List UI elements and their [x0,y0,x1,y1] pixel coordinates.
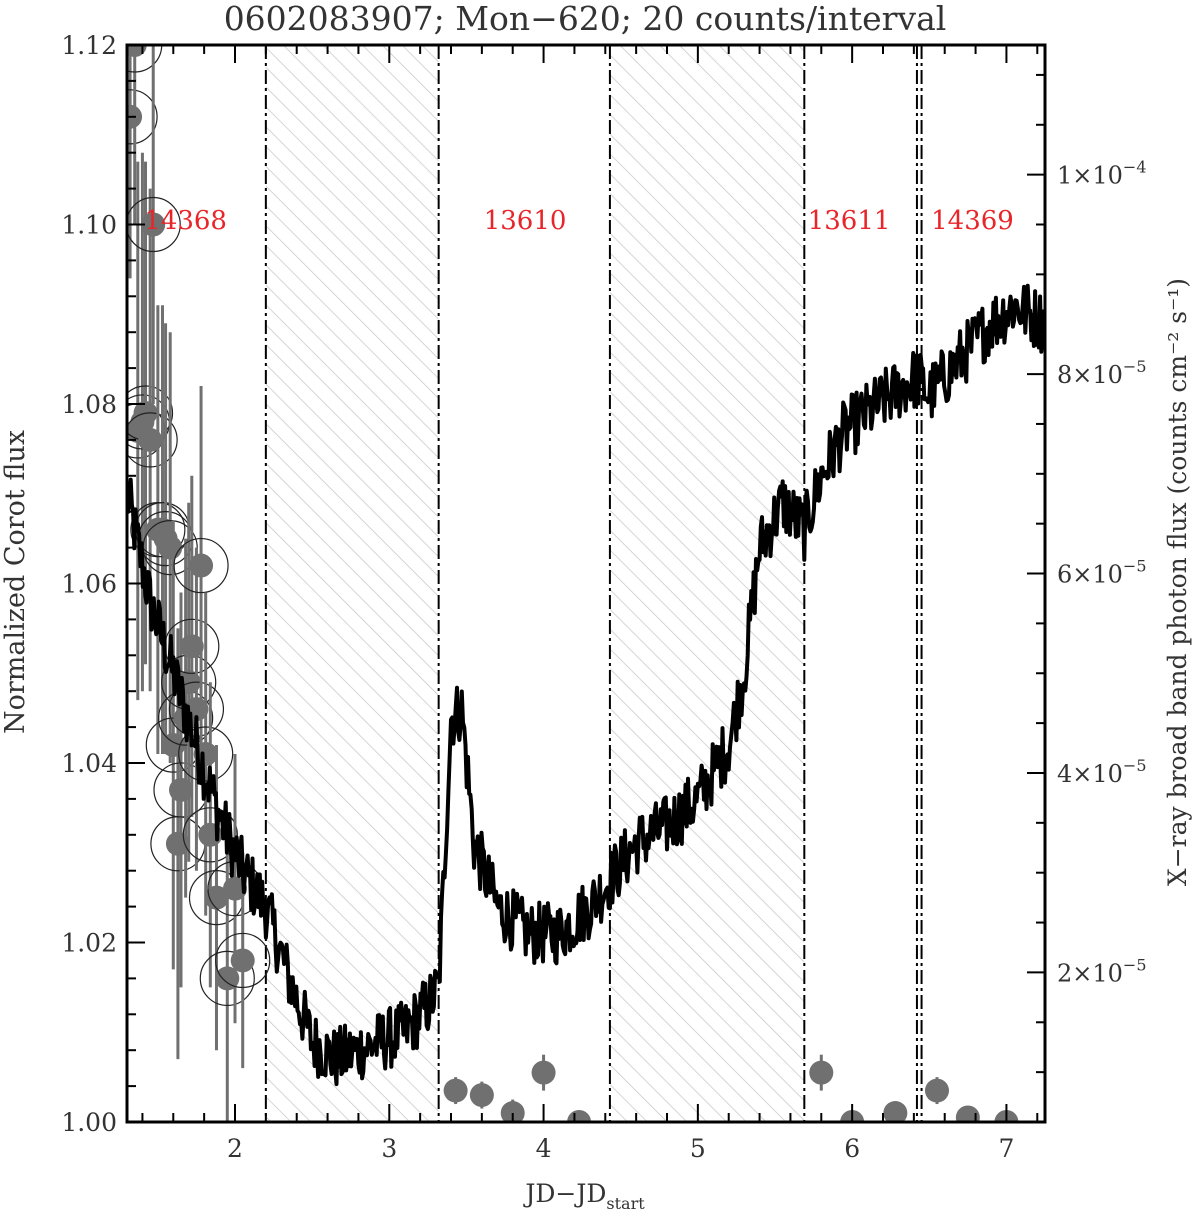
y-tick-label-right: 4×10−5 [1057,756,1147,788]
xray-open-circle [199,950,255,1007]
xray-dot [531,1060,556,1085]
y-tick-label-left: 1.00 [61,1108,117,1137]
xray-dot [230,948,255,973]
xray-open-circle [182,807,238,863]
xray-dot [925,1078,949,1103]
xray-dot [500,1101,525,1122]
xray-open-circle [215,932,271,989]
xray-open-circle [173,537,229,594]
axis-ticks: 2 3 4 5 6 7 1.00 1.02 1.04 1.06 1.08 1.10 1.12 2×10−5… [61,31,1146,1163]
y-tick-label-right: 8×10−5 [1057,357,1147,389]
xray-open-circle [127,196,181,253]
y-tick-label-right: 6×10−5 [1057,557,1147,589]
xray-dot [204,885,229,910]
xray-dot [809,1060,834,1085]
y-tick-label-right: 1×10−4 [1057,158,1147,190]
xray-dot [189,553,214,578]
y-tick-label-right: 2×10−5 [1057,955,1147,987]
plot-frame [125,43,1047,1124]
xray-point [443,1077,468,1105]
xray-point [955,1105,980,1122]
xray-point [883,1101,908,1122]
hatched-gap [265,45,439,1122]
xray-point [925,1077,949,1105]
x-tick-label: 6 [844,1134,860,1163]
xray-point [567,1110,592,1122]
x-axis-label: JD−JDstart [522,1179,645,1210]
y-tick-label-left: 1.12 [61,31,117,60]
hatched-gap [609,45,805,1122]
xray-open-circle [127,89,158,145]
xray-dot [158,535,183,560]
xray-dot [443,1078,468,1103]
xray-point [531,1054,556,1091]
y-tick-label-left: 1.10 [61,211,117,240]
y-tick-label-left: 1.04 [61,749,117,778]
x-tick-label: 3 [381,1134,397,1163]
obsid-labels: 14368 13610 13611 14369 [144,206,1014,236]
observation-boundaries [264,45,923,1122]
x-tick-label: 7 [998,1134,1014,1163]
y-axis-label-right: X−ray broad band photon flux (counts cm⁻… [1163,278,1192,886]
xray-dot [215,966,240,991]
xray-dot [223,876,247,901]
obsid-label: 14369 [931,206,1014,236]
observation-gap-regions [265,45,805,1122]
x-tick-label: 5 [690,1134,706,1163]
xray-dot [141,212,166,237]
xray-dot [955,1105,980,1122]
xray-open-circle [127,412,178,468]
x-tick-label: 4 [536,1134,552,1163]
chart-title: 0602083907; Mon−620; 20 counts/interval [224,0,947,38]
y-axis-label-left: Normalized Corot flux [0,430,31,734]
xray-dot [883,1101,908,1122]
obsid-label: 13611 [808,206,891,236]
xray-point [809,1054,834,1091]
xray-dot [469,1083,494,1108]
corot-flux-line [127,283,1045,1087]
xray-open-circle [178,726,234,782]
xray-dot [567,1110,592,1122]
xray-flux-series [127,45,1019,1122]
xray-point [173,386,229,746]
obsid-label: 14368 [144,206,227,236]
xray-dot [138,427,163,452]
xray-point [127,45,181,404]
xray-open-circle [127,45,163,73]
y-tick-label-left: 1.02 [61,929,117,958]
y-tick-label-left: 1.08 [61,390,117,419]
xray-point [469,1081,494,1109]
y-tick-label-left: 1.06 [61,570,117,599]
obsid-label: 13610 [484,206,567,236]
x-tick-label: 2 [227,1134,243,1163]
